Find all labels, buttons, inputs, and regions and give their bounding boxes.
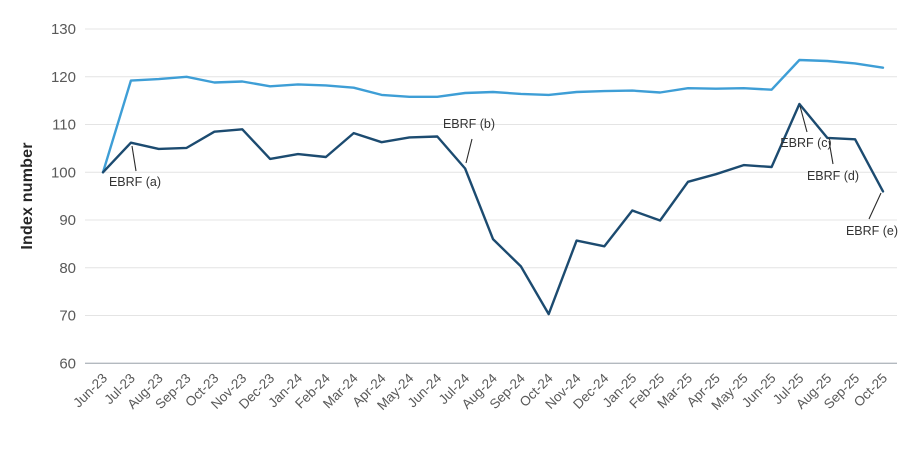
y-tick-label: 80 <box>59 260 76 277</box>
annotation-label: EBRF (b) <box>443 117 495 131</box>
annotation-label: EBRF (e) <box>846 224 898 238</box>
annotation-label: EBRF (a) <box>109 175 161 189</box>
y-tick-label: 110 <box>52 117 76 134</box>
y-axis-title: Index number <box>19 142 36 250</box>
y-tick-label: 130 <box>51 21 76 38</box>
annotation-leader-line <box>799 105 808 133</box>
y-tick-label: 100 <box>51 164 76 181</box>
annotation-leader-line <box>131 145 137 172</box>
y-tick-label: 60 <box>59 355 76 372</box>
y-tick-label: 90 <box>59 212 76 229</box>
annotation-leader-line <box>465 138 473 164</box>
annotation-label: EBRF (d) <box>807 169 859 183</box>
light-blue-series <box>101 58 885 174</box>
annotation-label: EBRF (c) <box>780 136 831 150</box>
y-tick-label: 120 <box>51 69 76 86</box>
x-tick-label: Jun-23 <box>70 371 110 411</box>
dark-blue-series <box>101 102 885 316</box>
annotation-leader-line <box>868 192 882 220</box>
y-tick-label: 70 <box>59 308 76 325</box>
annotation-leader-line <box>828 140 834 165</box>
